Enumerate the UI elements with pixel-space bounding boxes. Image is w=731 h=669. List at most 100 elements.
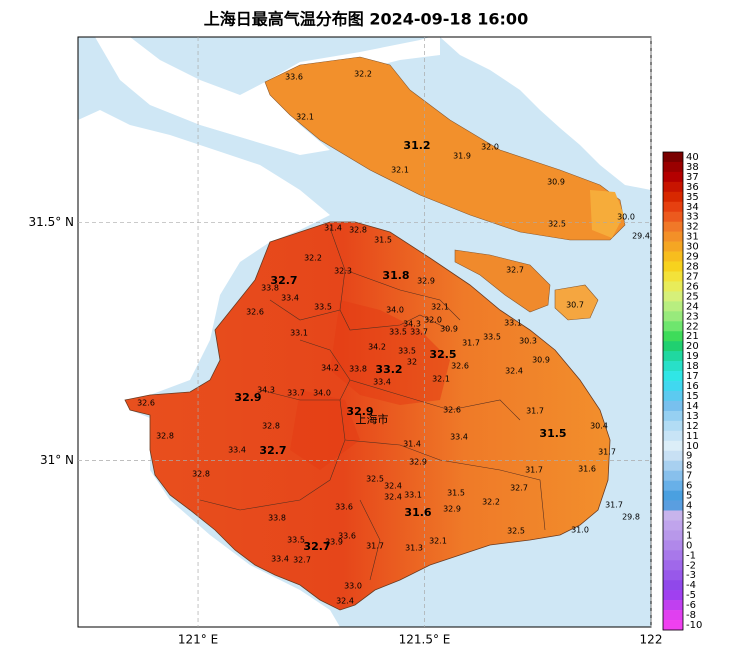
- warm-zone: [590, 190, 624, 238]
- station-value: 33.4: [281, 294, 299, 303]
- station-value: 32.8: [192, 470, 210, 479]
- colorbar-segment: [663, 580, 683, 591]
- colorbar-label: -2: [686, 560, 696, 571]
- colorbar-label: 22: [686, 321, 699, 332]
- station-value: 32.4: [505, 367, 523, 376]
- colorbar-segment: [663, 450, 683, 462]
- station-value: 32.8: [156, 432, 174, 441]
- colorbar-segment: [663, 361, 683, 372]
- colorbar-label: 21: [686, 331, 699, 342]
- station-value: 33.6: [335, 503, 353, 512]
- station-value: 32.5: [548, 220, 566, 229]
- colorbar-label: 2: [686, 520, 692, 531]
- colorbar-label: -4: [686, 580, 696, 591]
- station-value: 32.6: [137, 399, 155, 408]
- station-value: 32.9: [443, 505, 461, 514]
- station-value: 30.9: [440, 325, 458, 334]
- colorbar-segment: [663, 221, 683, 232]
- colorbar-label: 25: [686, 291, 699, 302]
- colorbar-segment: [663, 600, 683, 611]
- colorbar-segment: [663, 480, 683, 491]
- station-value: 30.3: [519, 337, 537, 346]
- station-value: 32.7: [510, 484, 528, 493]
- colorbar-label: 32: [686, 222, 699, 233]
- colorbar-segment: [663, 251, 683, 262]
- station-value: 32.7: [293, 556, 311, 565]
- station-value: 32.4: [384, 482, 402, 491]
- station-value: 30.0: [617, 213, 635, 222]
- station-value: 33.9: [325, 538, 343, 547]
- station-value: 31.7: [526, 407, 544, 416]
- hot-zone: [290, 300, 450, 470]
- colorbar-segment: [663, 301, 683, 312]
- station-value: 31.7: [462, 339, 480, 348]
- station-value: 33.2: [375, 363, 402, 376]
- colorbar-label: 5: [686, 491, 692, 502]
- station-value: 32.5: [429, 348, 456, 361]
- colorbar-segment: [663, 610, 683, 621]
- colorbar-label: 17: [686, 371, 699, 382]
- colorbar-label: 9: [686, 451, 692, 462]
- station-value: 33.7: [410, 328, 428, 337]
- station-value: 31.7: [605, 501, 623, 510]
- colorbar-segment: [663, 201, 683, 213]
- station-value: 33.5: [483, 333, 501, 342]
- colorbar-label: 37: [686, 172, 699, 183]
- station-value: 31.7: [525, 466, 543, 475]
- station-value: 33.1: [290, 329, 308, 338]
- colorbar-segment: [663, 420, 683, 432]
- colorbar-segment: [663, 231, 683, 242]
- station-value: 32.2: [354, 70, 372, 79]
- station-value: 32.1: [431, 303, 449, 312]
- colorbar-label: 35: [686, 192, 699, 203]
- station-value: 32: [407, 358, 417, 367]
- land: [78, 110, 340, 627]
- colorbar-label: 23: [686, 311, 699, 322]
- colorbar-label: 18: [686, 361, 699, 372]
- station-value: 30.7: [566, 301, 584, 310]
- colorbar-segment: [663, 440, 683, 452]
- colorbar-label: 24: [686, 301, 699, 312]
- station-value: 31.2: [403, 139, 430, 152]
- colorbar-segment: [663, 510, 683, 521]
- colorbar-segment: [663, 271, 683, 282]
- colorbar-label: 6: [686, 481, 692, 492]
- station-value: 33.8: [261, 284, 279, 293]
- colorbar-segment: [663, 490, 683, 501]
- x-tick-label: 121° E: [178, 633, 218, 647]
- station-value: 34.3: [257, 386, 275, 395]
- station-value: 34.3: [403, 320, 421, 329]
- colorbar-segment: [663, 540, 683, 551]
- colorbar-label: -3: [686, 570, 696, 581]
- city-label: 上海市: [356, 412, 389, 426]
- station-value: 31.5: [374, 236, 392, 245]
- station-value: 33.8: [268, 514, 286, 523]
- station-value: 32.5: [366, 475, 384, 484]
- station-value: 34.0: [386, 306, 404, 315]
- colorbar-segment: [663, 261, 683, 272]
- station-value: 34.2: [321, 364, 339, 373]
- colorbar-label: 38: [686, 162, 699, 173]
- station-value: 31.3: [405, 544, 423, 553]
- station-value: 32.6: [443, 406, 461, 415]
- chongming-island: [264, 56, 626, 241]
- colorbar-label: 33: [686, 212, 699, 223]
- station-value: 33.5: [287, 536, 305, 545]
- colorbar-label: 36: [686, 182, 699, 193]
- station-value: 33.4: [373, 378, 391, 387]
- colorbar-label: 4: [686, 501, 692, 512]
- station-value: 34.2: [368, 343, 386, 352]
- colorbar-label: -10: [686, 620, 702, 631]
- colorbar-segment: [663, 181, 683, 193]
- station-value: 33.6: [285, 73, 303, 82]
- station-value: 30.4: [590, 422, 608, 431]
- y-tick-label: 31.5° N: [28, 215, 74, 229]
- colorbar-segment: [663, 281, 683, 292]
- station-value: 31.9: [453, 152, 471, 161]
- colorbar-segment: [663, 460, 683, 471]
- station-value: 32.6: [246, 308, 264, 317]
- station-value: 32.6: [451, 362, 469, 371]
- colorbar-segment: [663, 351, 683, 362]
- colorbar-label: 20: [686, 341, 699, 352]
